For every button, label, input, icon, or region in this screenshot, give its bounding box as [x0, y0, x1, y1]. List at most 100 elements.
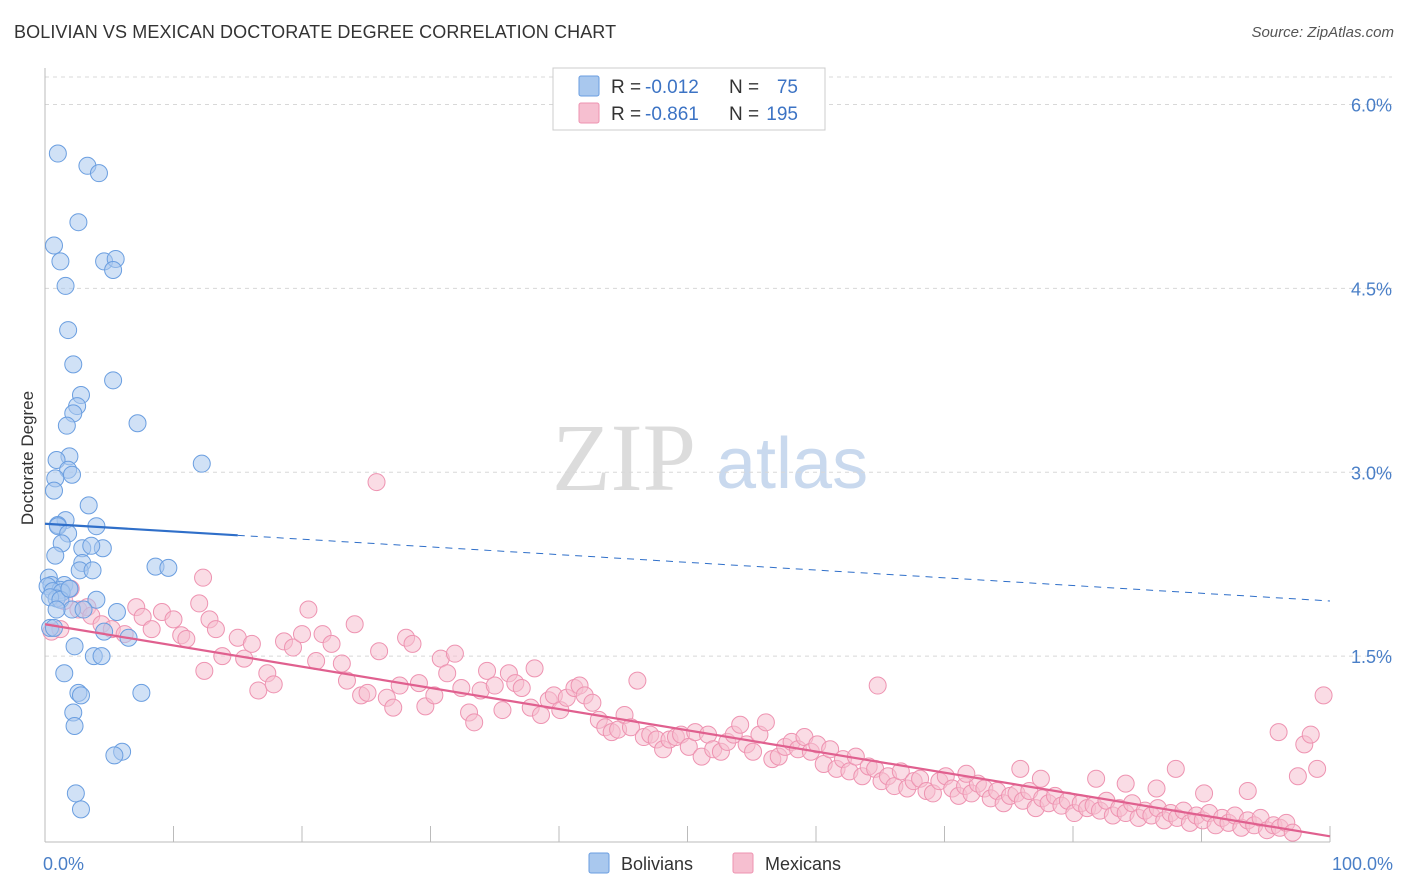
gridlines [45, 76, 1392, 657]
y-tick-label: 4.5% [1351, 279, 1392, 299]
mexican-point [293, 625, 311, 644]
mexican-point [957, 764, 976, 783]
bolivian-point [44, 618, 63, 637]
mexican-point [485, 676, 504, 695]
mexican-point [628, 671, 647, 690]
bolivian-point [83, 561, 102, 580]
bolivian-point [60, 579, 79, 598]
mexican-point [194, 568, 213, 587]
y-axis-title: Doctorate Degree [18, 391, 37, 525]
bolivian-point [159, 558, 178, 577]
y-tick-label: 3.0% [1351, 463, 1392, 483]
legend-n-label-2: N = [729, 104, 759, 125]
mexican-trend [44, 623, 1331, 838]
bolivian-point [74, 600, 93, 619]
bolivian-point [92, 647, 111, 666]
mexican-point [1269, 723, 1288, 742]
legend-n-value-2: 195 [766, 104, 798, 125]
mexican-point [1301, 725, 1320, 744]
legend-r-label-1: R = [611, 77, 641, 98]
bolivian-point [65, 717, 84, 735]
mexican-point [1011, 759, 1030, 778]
mexican-point [206, 620, 225, 639]
bolivian-point [65, 637, 84, 656]
bolivian-point [107, 603, 126, 621]
legend-r-label-2: R = [611, 104, 641, 125]
mexican-point [409, 674, 428, 693]
bottom-label-mexicans: Mexicans [765, 854, 841, 874]
bolivian-point [89, 164, 108, 183]
mexican-point [744, 742, 763, 761]
mexican-point [164, 610, 183, 629]
axes [44, 68, 1331, 843]
mexican-point [756, 713, 775, 732]
mexican-point [512, 679, 531, 697]
mexican-point [133, 607, 152, 626]
bolivian-point [79, 496, 98, 515]
mexican-point [390, 676, 409, 695]
mexican-points [42, 473, 1333, 842]
source-credit: Source: ZipAtlas.com [1251, 24, 1394, 41]
legend-n-label-1: N = [729, 77, 759, 98]
mexican-point [284, 638, 303, 657]
mexican-point [190, 594, 209, 613]
mexican-point [213, 647, 232, 666]
y-tick-label: 6.0% [1351, 96, 1392, 116]
mexican-point [367, 473, 386, 492]
bolivian-point [62, 465, 81, 484]
bolivian-trend-solid [44, 522, 238, 537]
mexican-point [370, 642, 389, 661]
mexican-point [478, 661, 497, 680]
legend-r-value-1: -0.012 [645, 77, 699, 98]
bolivian-point [87, 590, 106, 609]
bolivian-point [55, 664, 74, 683]
legend-r-value-2: -0.861 [645, 104, 699, 125]
mexican-point [1166, 759, 1185, 778]
mexican-point [731, 715, 750, 734]
mexican-point [438, 664, 457, 683]
mexican-point [1283, 823, 1302, 842]
bolivian-point [47, 600, 66, 619]
mexican-point [332, 654, 351, 673]
trend-lines [44, 522, 1331, 838]
bolivian-point [132, 683, 151, 702]
x-tick-label-min: 0.0% [43, 854, 84, 874]
mexican-point [465, 713, 484, 732]
bottom-swatch-mexicans [732, 852, 754, 874]
correlation-legend: R = -0.012 N = 75 R = -0.861 N = 195 [552, 67, 826, 131]
bolivian-point [69, 213, 88, 232]
bolivian-point [192, 454, 211, 473]
mexican-point [142, 620, 161, 639]
mexican-point [1195, 784, 1214, 803]
legend-n-value-1: 75 [777, 77, 798, 98]
bolivian-point [47, 451, 66, 469]
mexican-point [1288, 767, 1307, 786]
mexican-point [1116, 774, 1135, 793]
y-tick-labels: 1.5% 3.0% 4.5% 6.0% [1351, 96, 1392, 668]
mexican-point [358, 683, 377, 702]
legend-swatch-bolivians [578, 75, 600, 97]
bottom-swatch-bolivians [588, 852, 610, 874]
bolivian-point [44, 481, 63, 500]
bolivian-point [71, 800, 90, 819]
mexican-point [195, 661, 214, 680]
bottom-label-bolivians: Bolivians [621, 854, 693, 874]
mexican-point [345, 615, 364, 634]
bolivian-points [38, 144, 211, 819]
x-tick-label-max: 100.0% [1332, 854, 1393, 874]
bolivian-point [105, 746, 124, 765]
bolivian-point [71, 686, 90, 705]
mexican-point [445, 644, 464, 663]
y-tick-label: 1.5% [1351, 647, 1392, 667]
bolivian-point [51, 252, 70, 271]
bolivian-point [59, 321, 78, 340]
mexican-point [1087, 769, 1106, 788]
bolivian-point [56, 276, 75, 295]
mexican-point [177, 629, 196, 648]
bolivian-point [66, 784, 85, 803]
mexican-point [403, 634, 422, 653]
bolivian-point [46, 546, 65, 565]
watermark-atlas: atlas [716, 424, 868, 504]
bolivian-point [104, 261, 123, 279]
bolivian-trend-dashed [237, 534, 1331, 602]
